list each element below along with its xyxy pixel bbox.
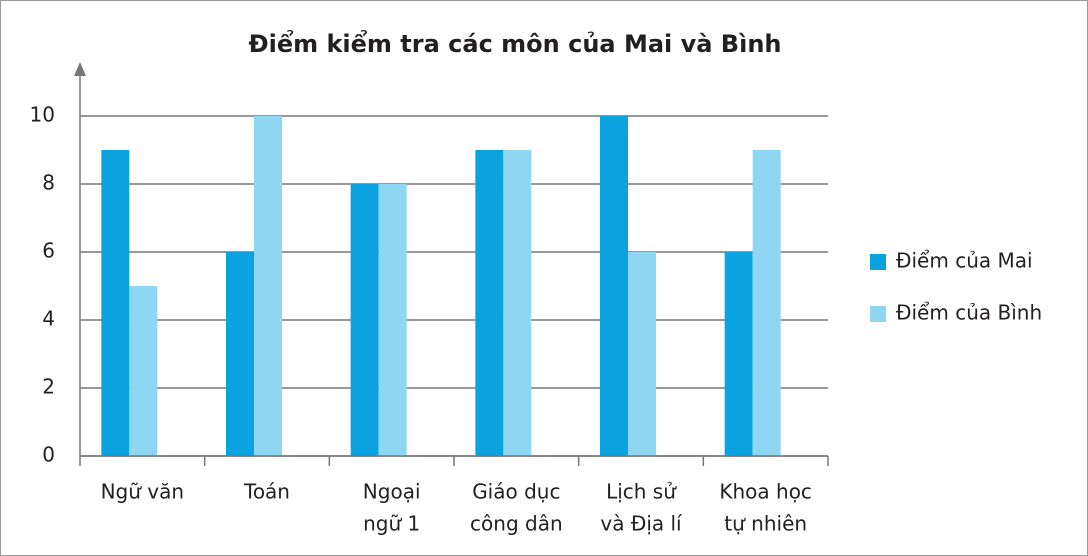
bar (350, 184, 379, 456)
legend-label: Điểm của Bình (896, 301, 1042, 325)
x-tick-label: tự nhiên (724, 512, 807, 536)
y-axis-arrow (74, 62, 86, 76)
bar (600, 116, 628, 456)
bar (503, 150, 532, 456)
bar (101, 150, 130, 456)
x-tick-label: Lịch sử (606, 480, 677, 504)
bar (226, 252, 254, 456)
x-tick-label: công dân (470, 512, 563, 536)
x-tick-label: Toán (243, 480, 290, 504)
y-tick-label: 10 (30, 103, 55, 127)
x-tick-label: ngữ 1 (363, 512, 420, 536)
x-tick-label: và Địa lí (600, 512, 683, 536)
y-tick-label: 6 (42, 239, 55, 263)
legend-label: Điểm của Mai (896, 249, 1033, 273)
bar (475, 150, 504, 456)
y-tick-label: 4 (42, 307, 55, 331)
bar (378, 184, 407, 456)
x-tick-label: Giáo dục (472, 480, 560, 504)
bar (724, 252, 753, 456)
y-tick-label: 2 (42, 375, 55, 399)
bar (752, 150, 781, 456)
bar (254, 116, 282, 456)
chart-title: Điểm kiểm tra các môn của Mai và Bình (248, 28, 781, 58)
y-tick-label: 0 (42, 443, 55, 467)
x-tick-label: Khoa học (719, 480, 812, 504)
legend-swatch (870, 306, 886, 322)
bar (129, 286, 158, 456)
x-tick-label: Ngoại (363, 480, 421, 504)
bar (628, 252, 656, 456)
y-tick-label: 8 (42, 171, 55, 195)
x-tick-label: Ngữ văn (101, 480, 184, 504)
legend-swatch (870, 254, 886, 270)
